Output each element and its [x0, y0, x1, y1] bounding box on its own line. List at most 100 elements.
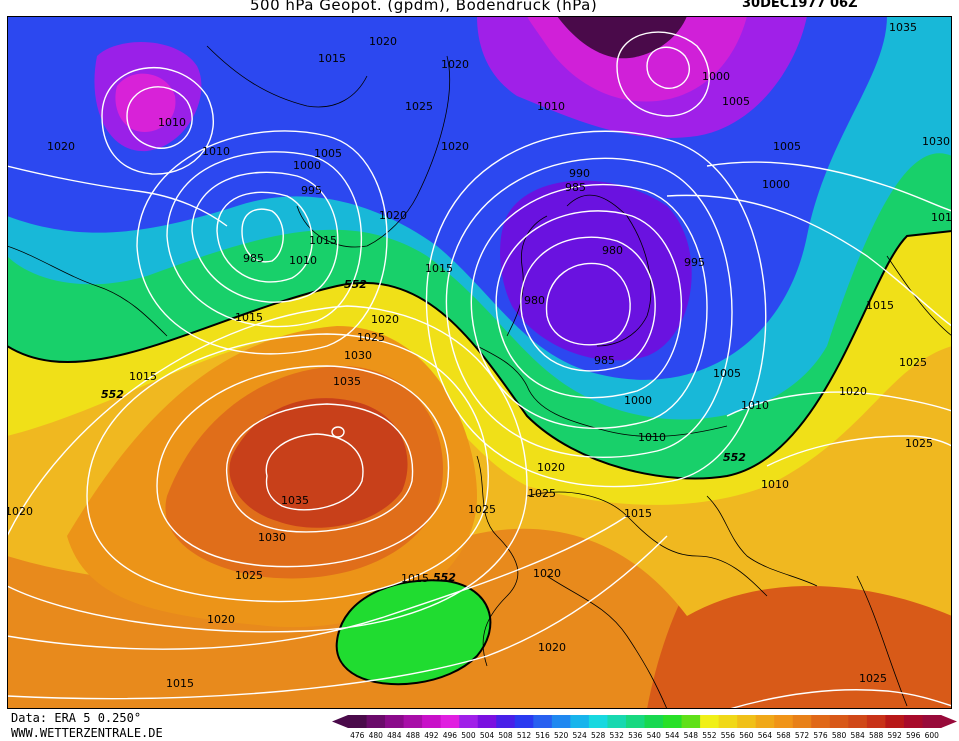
- colorbar-swatch: [403, 715, 423, 728]
- isobar-label: 1020: [533, 567, 561, 580]
- isobar-label: 1020: [7, 505, 33, 518]
- isobar-label: 985: [565, 181, 586, 194]
- colorbar-swatch: [922, 715, 942, 728]
- colorbar-swatch: [514, 715, 534, 728]
- isobar-label: 1005: [713, 367, 741, 380]
- color-scale: 476 480 484 488 492 496 500 504 508 512 516 520 524 5…: [332, 715, 957, 739]
- colorbar-swatch: [755, 715, 775, 728]
- isobar-label: 1010: [158, 116, 186, 129]
- isobar-label: 1020: [538, 641, 566, 654]
- colorbar-tick-label: 564: [758, 731, 773, 739]
- colorbar-swatch: [607, 715, 627, 728]
- colorbar-tick-label: 552: [702, 731, 717, 739]
- isobar-label: 1010: [741, 399, 769, 412]
- isobar-label: 1015: [129, 370, 157, 383]
- isobar-label: 1015: [866, 299, 894, 312]
- isobar-label: 1020: [441, 140, 469, 153]
- colorbar-swatch: [866, 715, 886, 728]
- isobar-label: 995: [301, 184, 322, 197]
- field-trough-scandinavia: [500, 180, 692, 361]
- colorbar-tick-label: 532: [610, 731, 625, 739]
- contour-552-label: 552: [433, 571, 456, 584]
- colorbar-tick-label: 496: [443, 731, 458, 739]
- colorbar-swatch: [774, 715, 794, 728]
- colorbar-swatch: [348, 715, 368, 728]
- isobar-label: 1035: [889, 21, 917, 34]
- footer-credits: Data: ERA 5 0.250° WWW.WETTERZENTRALE.DE: [11, 711, 163, 741]
- colorbar-swatch: [848, 715, 868, 728]
- isobar-label: 1015: [235, 311, 263, 324]
- data-source: Data: ERA 5 0.250°: [11, 711, 142, 725]
- isobar-label: 1015: [318, 52, 346, 65]
- isobar-label: 980: [602, 244, 623, 257]
- colorbar-arrow-left: [332, 715, 348, 728]
- colorbar-tick-label: 596: [906, 731, 921, 739]
- colorbar-tick-label: 504: [480, 731, 495, 739]
- field-high-core: [229, 398, 408, 528]
- isobar-label: 1025: [899, 356, 927, 369]
- colorbar-tick-label: 544: [665, 731, 680, 739]
- colorbar-tick-label: 572: [795, 731, 810, 739]
- colorbar-swatch: [459, 715, 479, 728]
- isobar-label: 1030: [344, 349, 372, 362]
- isobar-label: 1035: [333, 375, 361, 388]
- colorbar-tick-label: 528: [591, 731, 606, 739]
- colorbar-tick-label: 500: [461, 731, 476, 739]
- colorbar-tick-label: 476: [350, 731, 365, 739]
- isobar-label: 1010: [289, 254, 317, 267]
- colorbar-swatch: [588, 715, 608, 728]
- isobar-label: 1000: [762, 178, 790, 191]
- isobar-label: 1005: [722, 95, 750, 108]
- colorbar-tick-label: 480: [369, 731, 384, 739]
- colorbar-tick-label: 588: [869, 731, 884, 739]
- colorbar-tick-label: 516: [535, 731, 550, 739]
- colorbar-swatch: [681, 715, 701, 728]
- colorbar-swatch: [737, 715, 757, 728]
- colorbar-tick-label: 512: [517, 731, 532, 739]
- map-frame: [7, 16, 952, 709]
- field-trough-north-deep: [557, 16, 687, 59]
- colorbar-swatch: [477, 715, 497, 728]
- colorbar-tick-label: 520: [554, 731, 569, 739]
- isobar-label: 1025: [468, 503, 496, 516]
- valid-time: 30DEC1977 06Z: [742, 0, 858, 11]
- field-cutoff-low: [336, 580, 491, 685]
- colorbar-tick-label: 492: [424, 731, 439, 739]
- contour-552-label: 552: [101, 388, 124, 401]
- colorbar-swatch: [496, 715, 516, 728]
- map-header: 500 hPa Geopot. (gpdm), Bodendruck (hPa)…: [0, 0, 959, 14]
- isobar-label: 995: [684, 256, 705, 269]
- field-trough-west-core: [115, 73, 176, 132]
- colorbar-tick-label: 576: [813, 731, 828, 739]
- isobar-label: 1020: [839, 385, 867, 398]
- colorbar-tick-label: 580: [832, 731, 847, 739]
- colorbar-tick-label: 524: [572, 731, 587, 739]
- colorbar-tick-label: 536: [628, 731, 643, 739]
- isobar-label: 1025: [905, 437, 933, 450]
- isobar-label: 1020: [371, 313, 399, 326]
- colorbar-tick-label: 484: [387, 731, 402, 739]
- isobar-label: 1000: [293, 159, 321, 172]
- colorbar-swatch: [422, 715, 442, 728]
- isobar-label: 1010: [931, 211, 952, 224]
- colorbar-tick-label: 600: [925, 731, 940, 739]
- field-yellow-inner: [7, 231, 952, 505]
- isobar-label: 1010: [202, 145, 230, 158]
- colorbar-tick-label: 592: [888, 731, 903, 739]
- colorbar-swatch: [663, 715, 683, 728]
- isobar-label: 1010: [638, 431, 666, 444]
- isobar-label: 1015: [624, 507, 652, 520]
- isobar-label: 1010: [761, 478, 789, 491]
- colorbar-swatch: [644, 715, 664, 728]
- isobar-label: 1015: [309, 234, 337, 247]
- isobar-label: 985: [243, 252, 264, 265]
- isobar-label: 1020: [379, 209, 407, 222]
- isobar-label: 1000: [702, 70, 730, 83]
- isobar-label: 1035: [281, 494, 309, 507]
- colorbar-swatch: [903, 715, 923, 728]
- colorbar-swatch: [811, 715, 831, 728]
- isobar-label: 1025: [357, 331, 385, 344]
- colorbar-tick-label: 556: [721, 731, 736, 739]
- isobar-label: 1000: [624, 394, 652, 407]
- contour-552: [7, 230, 952, 480]
